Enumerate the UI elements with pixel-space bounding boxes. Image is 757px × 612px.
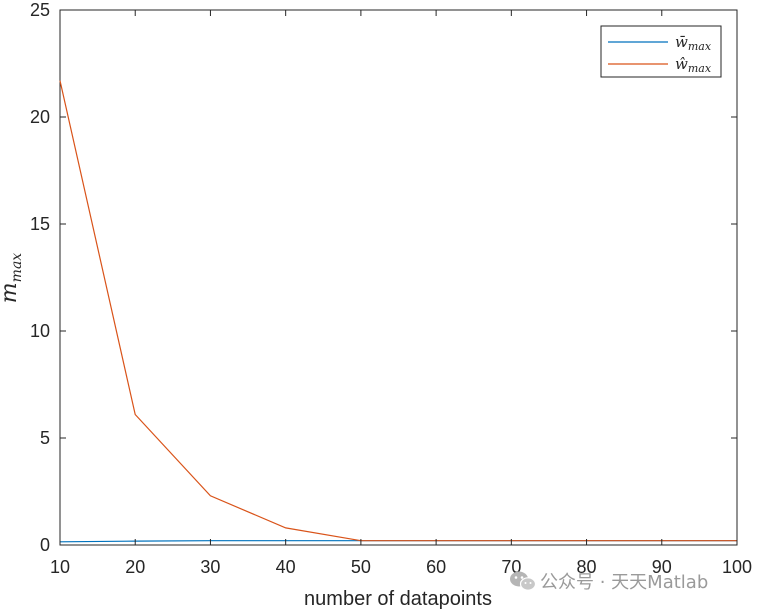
plot-area [59, 9, 738, 546]
y-axis-label-sub: max [9, 253, 25, 283]
legend-label-w-bar: w̄max [675, 33, 712, 53]
series-line-1 [59, 80, 737, 542]
legend-label-w-hat-base: ŵ [675, 55, 688, 73]
watermark-text: 公众号 · 天天Matlab [540, 572, 708, 593]
x-tick-label: 10 [50, 557, 70, 577]
x-tick-label: 90 [652, 557, 672, 577]
x-tick-label: 100 [722, 557, 752, 577]
x-tick-label: 50 [351, 557, 371, 577]
legend-label-w-hat-sub: max [688, 62, 712, 75]
watermark: 公众号 · 天天Matlab [510, 571, 708, 593]
legend-label-w-bar-base: w̄ [675, 33, 688, 51]
x-tick-label: 40 [276, 557, 296, 577]
wechat-icon [510, 571, 537, 591]
legend-label-w-bar-sub: max [688, 40, 712, 53]
y-tick-label: 0 [40, 535, 50, 555]
x-tick-label: 60 [426, 557, 446, 577]
legend: w̄max ŵmax [600, 25, 722, 78]
x-tick-label: 30 [200, 557, 220, 577]
y-tick-label: 10 [30, 321, 50, 341]
x-tick-label: 20 [125, 557, 145, 577]
y-axis-label: mmax [0, 253, 25, 303]
y-axis-label-base: m [0, 282, 22, 303]
x-ticks: 10 20 30 40 50 60 70 80 90 100 [50, 10, 752, 577]
legend-label-w-hat: ŵmax [675, 55, 712, 75]
legend-box [600, 25, 722, 78]
series-layer [59, 80, 737, 543]
y-tick-label: 5 [40, 428, 50, 448]
y-tick-label: 20 [30, 107, 50, 127]
x-axis-label: number of datapoints [304, 588, 492, 610]
y-tick-label: 25 [30, 0, 50, 20]
x-tick-label: 80 [577, 557, 597, 577]
y-ticks: 0 5 10 15 20 25 [30, 0, 737, 555]
y-tick-label: 15 [30, 214, 50, 234]
